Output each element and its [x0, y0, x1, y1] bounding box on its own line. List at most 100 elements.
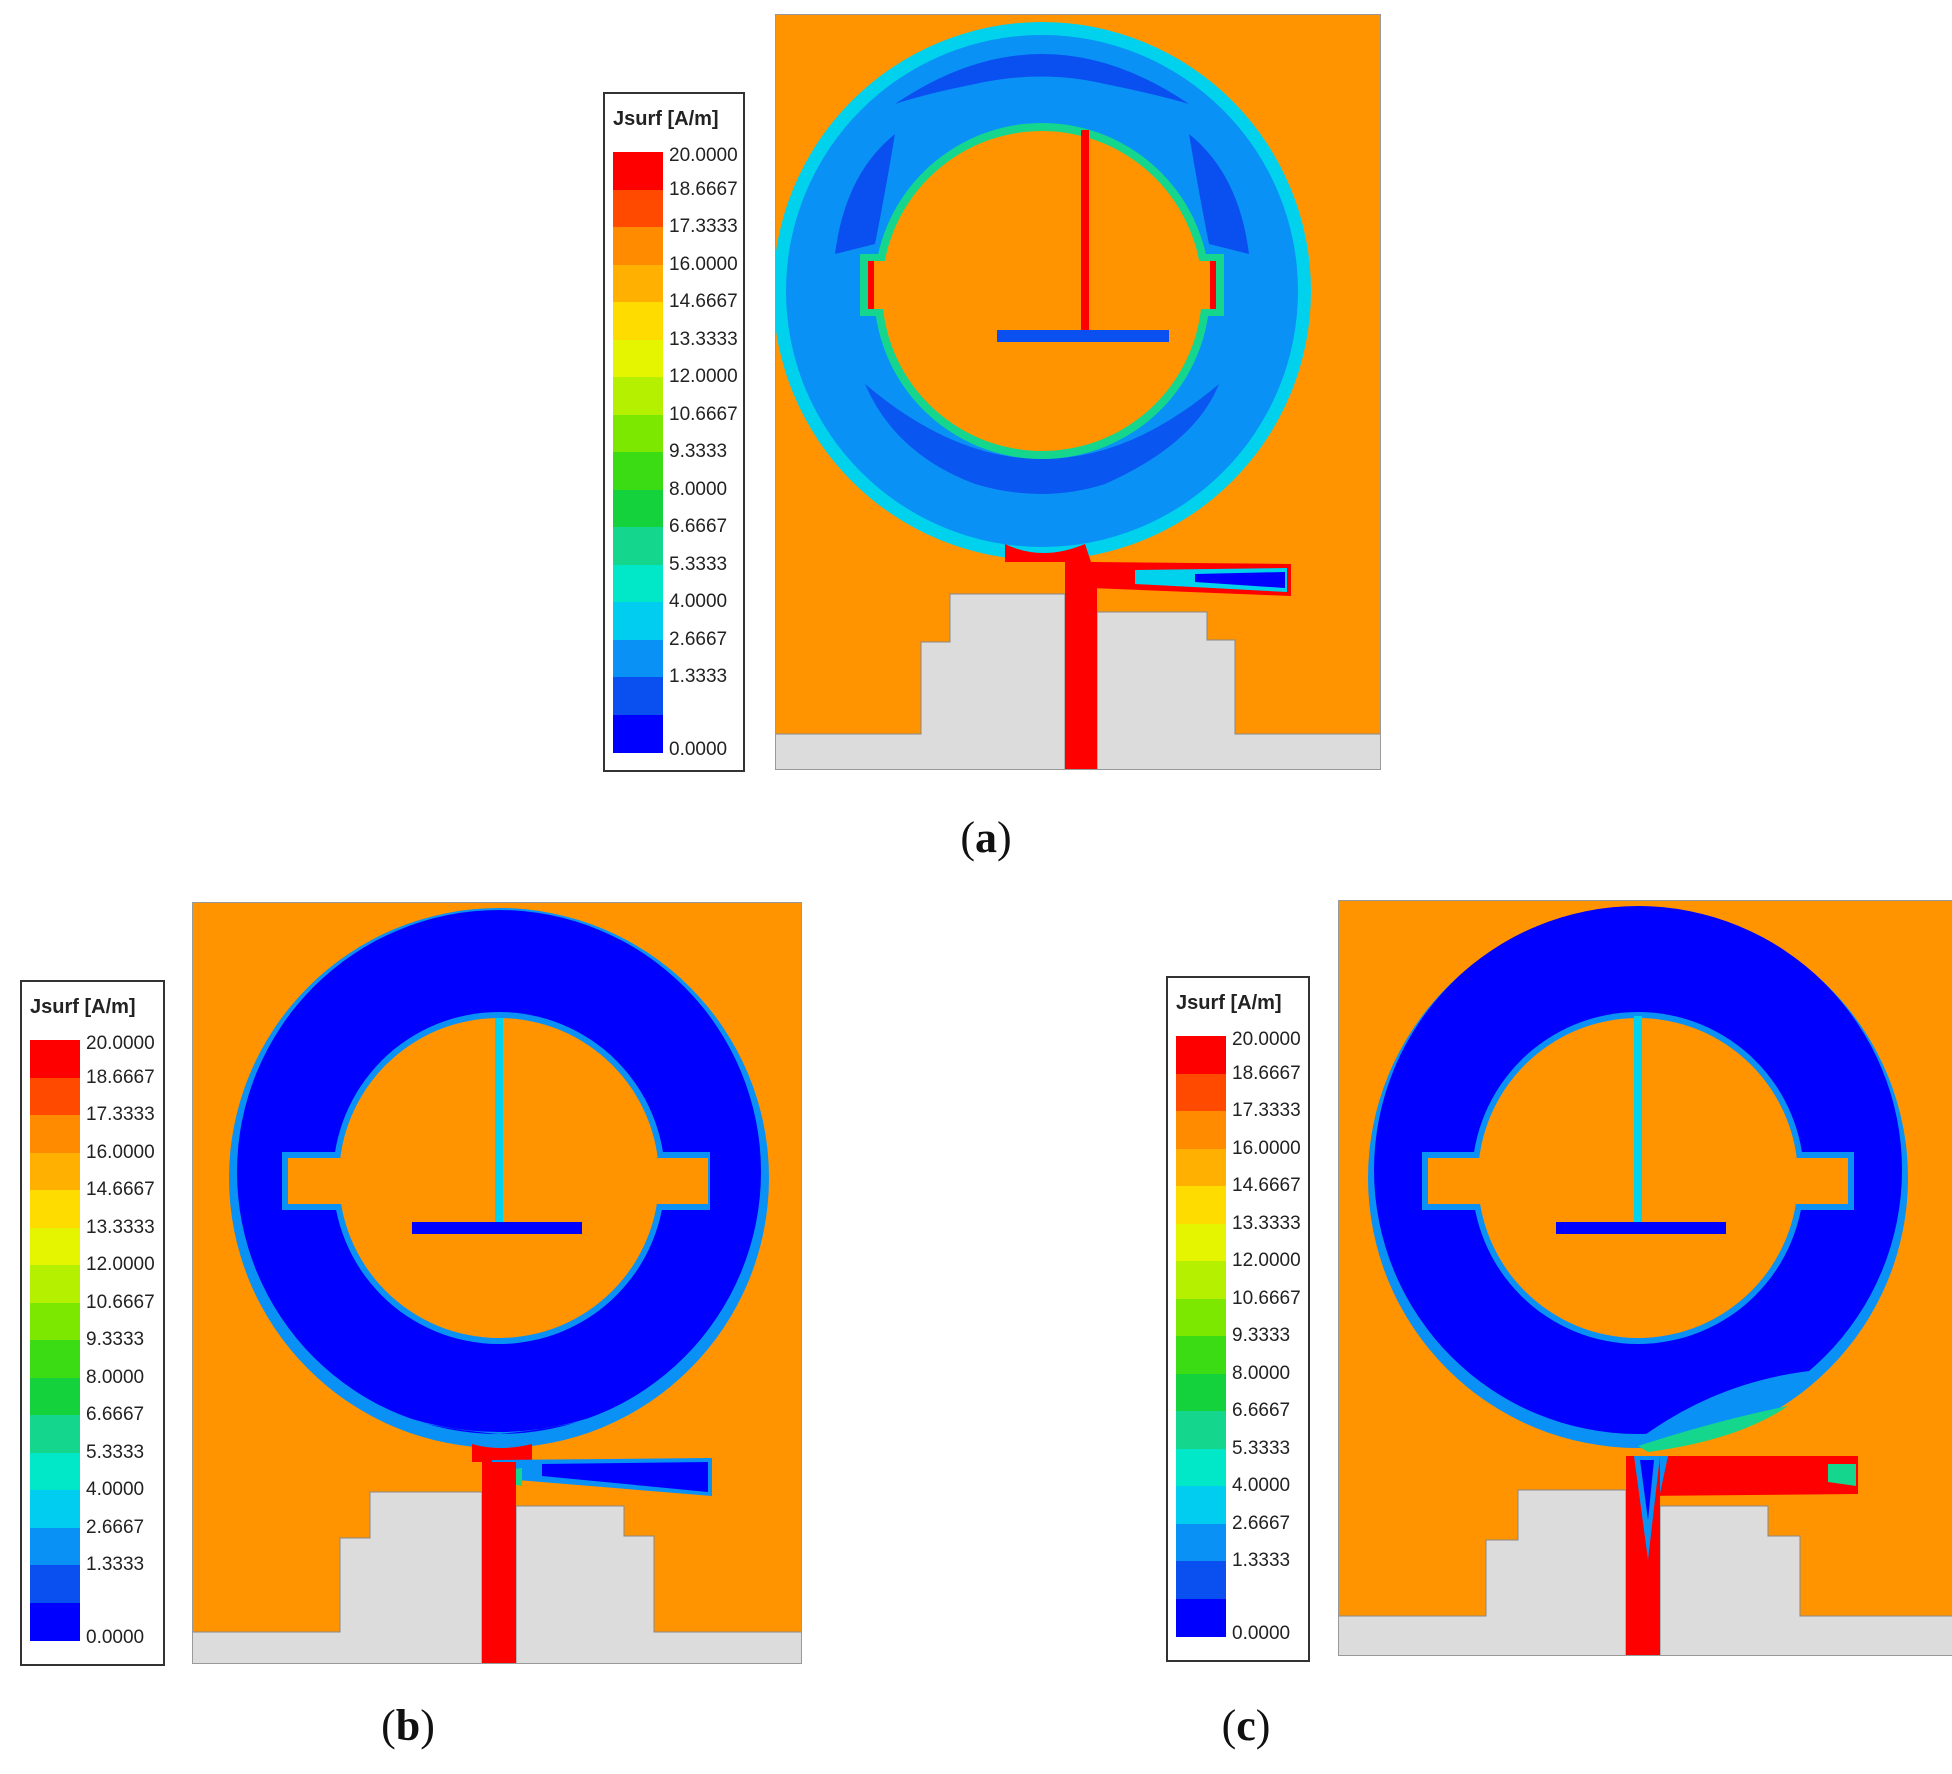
legend-swatch-a-15: [613, 714, 663, 753]
legend-tick-c-9: 8.0000: [1232, 1362, 1291, 1384]
legend-swatch-c-15: [1176, 1598, 1226, 1637]
legend-swatch-b-15: [30, 1602, 80, 1641]
caption-a: (a): [960, 813, 1012, 862]
legend-swatch-c-9: [1176, 1373, 1226, 1412]
legend-swatch-b-6: [30, 1265, 80, 1303]
legend-tick-c-2: 17.3333: [1232, 1100, 1301, 1121]
legend-tick-c-11: 5.3333: [1232, 1437, 1291, 1459]
tuning-stub-core-a: [1195, 572, 1285, 588]
ground-plane-right-c: [1659, 1505, 1952, 1656]
legend-swatch-c-6: [1176, 1261, 1226, 1299]
legend-swatch-b-2: [30, 1115, 80, 1153]
legend-tick-a-8: 9.3333: [669, 441, 728, 462]
slot-edge-right-a: [1210, 261, 1216, 309]
legend-tick-b-12: 4.0000: [86, 1479, 145, 1500]
ring-low-top-a: [895, 54, 1189, 104]
frame-a: [775, 14, 1381, 770]
legend-tick-a-13: 2.6667: [669, 628, 728, 650]
legend-swatch-b-11: [30, 1452, 80, 1491]
caption-b: (b): [381, 1701, 435, 1750]
slot-edge-left-a: [868, 261, 874, 309]
current-map-a: [775, 14, 1381, 770]
legend-tick-a-1: 18.6667: [669, 178, 738, 200]
legend-tick-c-3: 16.0000: [1232, 1137, 1301, 1159]
legend-swatch-b-3: [30, 1152, 80, 1191]
panel-a: Jsurf [A/m] 20.0000 18.6667 17.3333 16.0000…: [0, 0, 1952, 880]
legend-swatch-b-9: [30, 1377, 80, 1416]
inner-slot-right-a: [1116, 261, 1216, 309]
tuning-stub-tip-c: [1828, 1464, 1856, 1486]
frame-b: [192, 902, 802, 1664]
tuning-stub-core-b: [542, 1462, 708, 1492]
legend-tick-b-8: 9.3333: [86, 1329, 145, 1350]
legend-tick-a-2: 17.3333: [669, 216, 738, 237]
ground-plane-b: [192, 1491, 483, 1664]
legend-swatch-c-14: [1176, 1561, 1226, 1599]
legend-tick-a-3: 16.0000: [669, 253, 738, 275]
legend-swatch-b-8: [30, 1340, 80, 1378]
colorbar-legend-b: Jsurf [A/m] 20.0000 18.6667 17.3333 16.0000…: [20, 980, 165, 1666]
legend-swatch-a-3: [613, 264, 663, 303]
legend-tick-b-10: 6.6667: [86, 1404, 145, 1425]
legend-swatch-a-10: [613, 527, 663, 565]
legend-swatch-a-1: [613, 189, 663, 228]
legend-tick-c-5: 13.3333: [1232, 1212, 1301, 1234]
legend-tick-b-1: 18.6667: [86, 1066, 155, 1088]
vertical-strip-c: [1634, 1016, 1642, 1226]
legend-swatch-c-7: [1176, 1298, 1226, 1337]
legend-swatch-a-2: [613, 227, 663, 265]
legend-tick-b-7: 10.6667: [86, 1291, 155, 1313]
legend-tick-c-15: 0.0000: [1232, 1623, 1291, 1644]
frame-c: [1338, 900, 1952, 1656]
legend-swatch-a-0: [613, 152, 663, 190]
legend-swatch-c-2: [1176, 1111, 1226, 1149]
ring-bottom-hot-c: [1638, 1406, 1788, 1452]
legend-swatch-b-4: [30, 1190, 80, 1228]
legend-swatch-a-9: [613, 489, 663, 528]
legend-tick-b-5: 13.3333: [86, 1216, 155, 1238]
current-map-b: [192, 902, 802, 1664]
legend-swatch-a-4: [613, 302, 663, 340]
legend-swatch-c-10: [1176, 1411, 1226, 1449]
legend-tick-a-14: 1.3333: [669, 666, 728, 687]
legend-tick-b-11: 5.3333: [86, 1441, 145, 1463]
legend-swatch-c-3: [1176, 1148, 1226, 1187]
legend-tick-b-15: 0.0000: [86, 1627, 145, 1648]
horizontal-strip-c: [1556, 1222, 1726, 1234]
legend-tick-c-7: 10.6667: [1232, 1287, 1301, 1309]
legend-swatch-b-1: [30, 1077, 80, 1116]
legend-swatch-b-5: [30, 1227, 80, 1266]
legend-tick-b-3: 16.0000: [86, 1141, 155, 1163]
legend-tick-c-8: 9.3333: [1232, 1325, 1291, 1346]
feed-junction-b: [472, 1444, 532, 1462]
feed-throat-deep-c: [1640, 1460, 1654, 1520]
vertical-strip-a: [1081, 130, 1089, 340]
legend-tick-c-10: 6.6667: [1232, 1400, 1291, 1421]
legend-tick-c-6: 12.0000: [1232, 1250, 1301, 1271]
panel-b: Jsurf [A/m] 20.0000 18.6667 17.3333 16.0000…: [0, 880, 976, 1774]
legend-bar-c: [1176, 1036, 1226, 1637]
legend-tick-a-4: 14.6667: [669, 291, 738, 312]
legend-swatch-a-13: [613, 639, 663, 678]
legend-tick-b-13: 2.6667: [86, 1516, 145, 1538]
legend-tick-a-10: 6.6667: [669, 516, 728, 537]
legend-tick-a-15: 0.0000: [669, 739, 728, 760]
inner-slot-left-a: [868, 261, 968, 309]
panel-c: Jsurf [A/m] 20.0000 18.6667 17.3333 16.0000…: [976, 880, 1952, 1774]
legend-swatch-b-12: [30, 1490, 80, 1528]
horizontal-strip-b: [412, 1222, 582, 1234]
legend-swatch-b-13: [30, 1527, 80, 1566]
legend-tick-b-6: 12.0000: [86, 1254, 155, 1275]
feed-junction-a: [1005, 544, 1091, 562]
legend-tick-a-5: 13.3333: [669, 328, 738, 350]
legend-tick-b-0: 20.0000: [86, 1033, 155, 1054]
legend-title-c: Jsurf [A/m]: [1176, 992, 1282, 1014]
ring-bottom-glow-b: [312, 1372, 686, 1434]
legend-swatch-c-8: [1176, 1336, 1226, 1374]
ground-plane-right-b: [515, 1505, 802, 1664]
caption-c: (c): [1221, 1701, 1271, 1750]
legend-swatch-a-11: [613, 564, 663, 603]
legend-swatch-a-5: [613, 339, 663, 378]
legend-tick-c-4: 14.6667: [1232, 1175, 1301, 1196]
ring-bottom-glow-c: [1638, 1370, 1818, 1448]
